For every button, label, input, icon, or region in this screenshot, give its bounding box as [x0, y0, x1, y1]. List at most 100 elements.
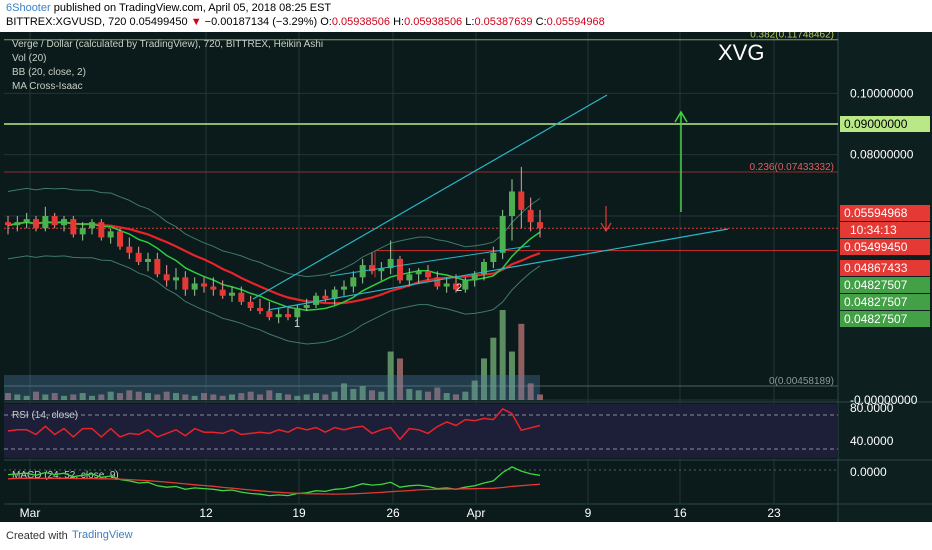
price-label-box [840, 222, 930, 238]
fib-label: 0(0.00458189) [769, 376, 834, 387]
candle-body [285, 314, 291, 318]
candle-body [33, 219, 39, 229]
candle-body [219, 289, 226, 296]
volume-bar [369, 390, 375, 400]
volume-bar [499, 310, 506, 400]
volume-bar [145, 393, 151, 400]
high-value: 0.05938506 [404, 16, 463, 28]
x-tick-label: 12 [199, 506, 213, 520]
volume-bar [42, 394, 49, 400]
candle-body [462, 280, 469, 290]
arrow-down-icon [600, 222, 612, 233]
fib-label: 0.236(0.07433332) [749, 162, 834, 173]
price-tick-label: -0.00000000 [850, 393, 918, 407]
candle-body [490, 252, 497, 262]
macd-tick-label: 0.0000 [850, 465, 887, 479]
volume-bar [89, 395, 95, 400]
legend-bb: BB (20, close, 2) [12, 67, 86, 78]
publish-info: published on TradingView.com, April 05, … [53, 2, 332, 14]
macd-label: MACD (24, 52, close, 9) [12, 470, 119, 481]
tradingview-logo[interactable]: TradingView [72, 529, 133, 541]
volume-bar [331, 391, 338, 400]
candle-body [117, 231, 123, 247]
volume-bar [322, 394, 329, 400]
candle-body [350, 277, 357, 287]
high-label: H: [393, 16, 405, 28]
price-label-text: 0.05594968 [844, 206, 908, 220]
wave-label-1: 1 [294, 318, 300, 330]
macd-signal-line [7, 477, 541, 495]
open-label: O: [320, 16, 332, 28]
low-value: 0.05387639 [474, 16, 533, 28]
candle-body [42, 216, 49, 229]
candle-body [313, 295, 319, 305]
fib-label: 0.382(0.11748462) [750, 32, 834, 41]
x-tick-label: 19 [292, 506, 306, 520]
candle-body [210, 286, 217, 290]
price-label-box [840, 239, 930, 255]
price-chart[interactable]: 0.100000000.080000000.06000000-0.0000000… [0, 32, 932, 522]
volume-bar [406, 388, 413, 400]
change: −0.00187134 (−3.29%) [204, 16, 318, 28]
volume-bar [14, 394, 21, 400]
candle-body [61, 219, 67, 226]
volume-bar [350, 388, 357, 400]
price-label-box [840, 294, 930, 310]
legend-title: Verge / Dollar (calculated by TradingVie… [12, 39, 324, 50]
candle-body [23, 219, 30, 223]
volume-bar [387, 351, 394, 400]
rsi-tick-label: 40.0000 [850, 434, 894, 448]
volume-bar [23, 395, 30, 400]
volume-bar [238, 393, 245, 400]
candle-body [397, 258, 403, 281]
volume-bar [509, 351, 515, 400]
candle-body [453, 283, 459, 290]
x-tick-label: 16 [673, 506, 687, 520]
price-label-text: 0.04827507 [844, 295, 908, 309]
candle-body [173, 277, 179, 281]
created-with-label: Created with [6, 530, 68, 542]
candle-body [247, 301, 254, 308]
wave-label-2: 2 [456, 282, 462, 294]
candle-body [425, 271, 431, 278]
candle-body [303, 304, 310, 308]
author-link[interactable]: 6Shooter [6, 2, 51, 14]
price-label-text: 0.04827507 [844, 312, 908, 326]
volume-bar [182, 394, 189, 400]
volume-bar [79, 393, 86, 400]
volume-bar [219, 395, 226, 400]
ohlc-line: BITTREX:XGVUSD, 720 0.05499450 ▼ −0.0018… [6, 16, 605, 28]
volume-bar [201, 393, 207, 400]
candle-body [378, 268, 385, 272]
volume-bar [5, 393, 11, 400]
open-value: 0.05938506 [331, 16, 390, 28]
price-label-box [840, 116, 930, 132]
volume-bar [285, 394, 291, 400]
last-price: 0.05499450 [129, 16, 188, 28]
volume-bar [434, 387, 441, 400]
volume-bar [229, 394, 235, 400]
volume-bar [70, 394, 77, 400]
ticker: BITTREX:XGVUSD, 720 [6, 16, 127, 28]
volume-bar [359, 386, 366, 400]
candle-body [98, 222, 105, 238]
candle-body [266, 311, 273, 318]
candle-body [415, 271, 422, 275]
volume-bar [397, 358, 403, 400]
candle-body [369, 265, 375, 272]
bollinger-lower [7, 255, 541, 345]
price-label-text: 0.09000000 [844, 117, 908, 131]
volume-bar [61, 395, 67, 400]
footer: Created with TradingView [0, 522, 932, 550]
x-tick-label: Apr [467, 506, 486, 520]
down-arrow-icon: ▼ [190, 16, 202, 28]
symbol-watermark: XVG [718, 40, 765, 65]
bollinger-upper [7, 187, 541, 278]
volume-bar [471, 380, 478, 400]
candle-body [443, 283, 450, 287]
low-label: L: [465, 16, 475, 28]
candle-body [434, 277, 441, 287]
rsi-tick-label: 80.0000 [850, 401, 894, 415]
candle-body [518, 191, 525, 210]
trend-line-lower [267, 228, 729, 311]
